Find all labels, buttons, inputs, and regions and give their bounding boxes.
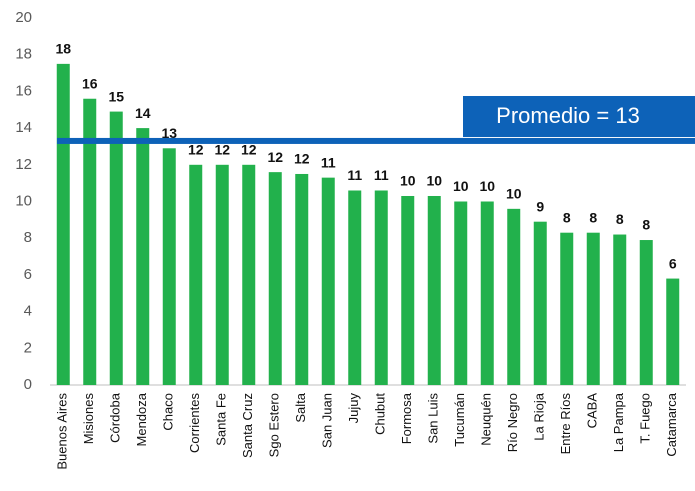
bar	[321, 177, 335, 385]
x-tick-label: Formosa	[399, 392, 414, 444]
x-tick-label: Tucumán	[452, 393, 467, 447]
bar	[109, 111, 123, 386]
y-tick-label: 8	[24, 229, 32, 246]
data-label: 18	[55, 41, 71, 57]
bar	[162, 148, 176, 385]
data-label: 12	[267, 149, 283, 165]
bar	[613, 234, 627, 385]
x-tick-label: Río Negro	[505, 393, 520, 452]
data-label: 8	[616, 211, 624, 227]
x-tick-label: Mendoza	[134, 392, 149, 446]
x-tick-label: Buenos Aires	[55, 393, 70, 470]
bar	[215, 164, 229, 385]
x-tick-label: Chaco	[161, 393, 176, 431]
data-label: 15	[108, 88, 124, 104]
data-label: 12	[241, 142, 257, 158]
bar	[507, 208, 521, 385]
data-label: 11	[374, 167, 389, 183]
x-tick-label: Santa Fe	[214, 393, 229, 446]
x-tick-label: Misiones	[81, 393, 96, 445]
data-label: 12	[188, 142, 204, 158]
data-label: 10	[400, 173, 416, 189]
data-label: 10	[479, 178, 495, 194]
bar	[295, 173, 309, 385]
bar	[480, 201, 494, 385]
bar	[242, 164, 256, 385]
y-tick-label: 14	[15, 119, 32, 136]
data-label: 8	[642, 217, 650, 233]
x-tick-label: Santa Cruz	[240, 393, 255, 458]
y-tick-label: 6	[24, 266, 32, 283]
data-label: 6	[669, 255, 677, 271]
data-label: 9	[536, 198, 544, 214]
data-label: 13	[161, 125, 177, 141]
x-tick-label: Corrientes	[187, 393, 202, 453]
bar	[136, 128, 150, 385]
data-label: 16	[82, 75, 98, 91]
data-label: 10	[453, 178, 469, 194]
x-tick-label: San Juan	[320, 393, 335, 448]
y-tick-label: 12	[15, 156, 32, 173]
bar	[427, 195, 441, 385]
bar	[56, 63, 70, 385]
data-label: 14	[135, 105, 151, 121]
x-tick-label: La Pampa	[611, 392, 626, 452]
y-tick-label: 18	[15, 46, 32, 63]
bar	[454, 201, 468, 385]
data-label: 12	[214, 142, 230, 158]
data-label: 10	[426, 173, 442, 189]
bar	[374, 190, 388, 385]
bar	[189, 164, 203, 385]
x-tick-label: Jujuy	[346, 393, 361, 424]
y-tick-label: 16	[15, 82, 32, 99]
data-label: 10	[506, 186, 522, 202]
bar	[560, 232, 574, 385]
bar	[666, 278, 680, 385]
average-box	[463, 96, 695, 137]
x-tick-label: Chubut	[373, 393, 388, 435]
data-label: 8	[563, 209, 571, 225]
x-tick-label: Neuquén	[479, 393, 494, 446]
x-tick-label: Córdoba	[108, 392, 123, 443]
x-tick-label: San Luis	[426, 393, 441, 444]
average-line	[57, 137, 695, 144]
data-label: 8	[589, 209, 597, 225]
data-label: 12	[294, 151, 310, 167]
x-tick-label: T. Fuego	[638, 393, 653, 444]
x-tick-label: La Rioja	[532, 392, 547, 440]
bar	[83, 98, 97, 386]
x-tick-label: Sgo Estero	[267, 393, 282, 457]
x-tick-label: Catamarca	[664, 392, 679, 456]
y-tick-label: 0	[24, 376, 32, 393]
y-tick-label: 4	[24, 303, 32, 320]
bar	[533, 221, 547, 385]
data-label: 11	[321, 154, 336, 170]
x-tick-label: Entre Ríos	[558, 393, 573, 455]
y-tick-label: 2	[24, 339, 32, 356]
bar	[639, 240, 653, 385]
x-tick-label: CABA	[585, 393, 600, 429]
bar	[401, 195, 415, 385]
bar	[348, 190, 362, 385]
x-tick-label: Salta	[293, 392, 308, 422]
y-tick-label: 20	[15, 9, 32, 26]
average-label: Promedio = 13	[496, 103, 640, 128]
bar	[268, 172, 282, 385]
y-tick-label: 10	[15, 192, 32, 209]
bar	[586, 232, 600, 385]
data-label: 11	[347, 167, 362, 183]
